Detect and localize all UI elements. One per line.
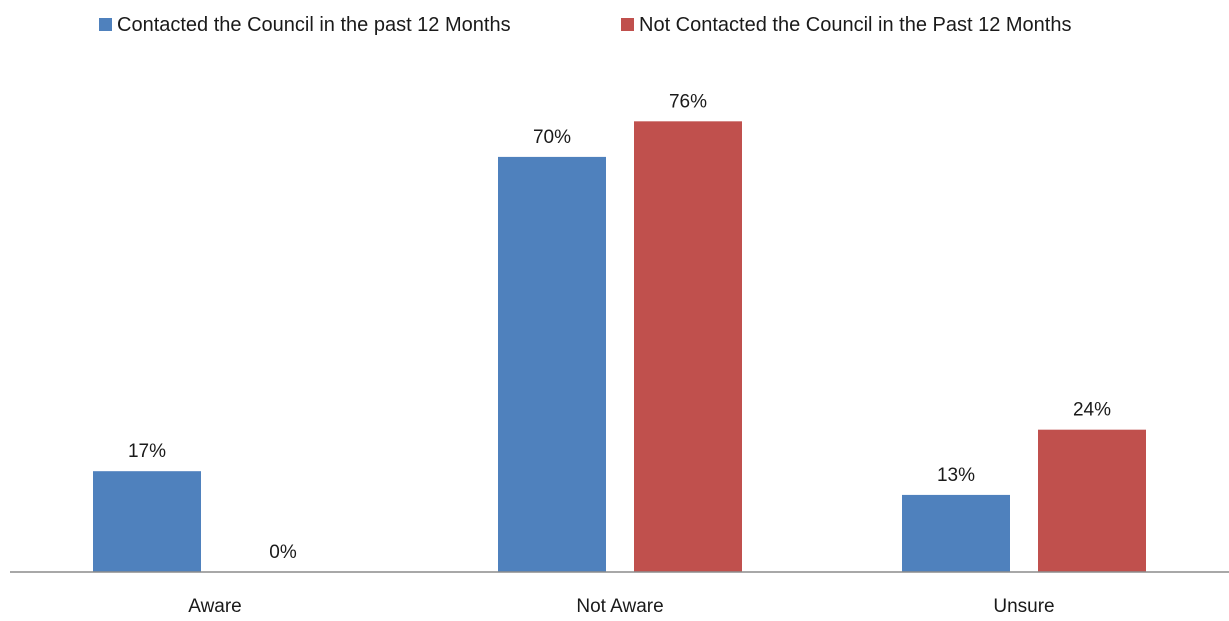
bars [93, 121, 1146, 572]
x-tick-label-not-aware: Not Aware [576, 596, 663, 617]
bar-aware-series-1 [93, 471, 201, 572]
bar-not-aware-series-2 [634, 121, 742, 572]
data-label: 13% [937, 465, 975, 486]
bar-unsure-series-1 [902, 494, 1010, 572]
data-labels: 17% 70% 13% 0% 76% 24% [128, 91, 1111, 563]
data-label: 17% [128, 441, 166, 462]
legend-swatch-series-1 [99, 18, 112, 31]
x-tick-label-unsure: Unsure [993, 596, 1054, 617]
x-tick-label-aware: Aware [188, 596, 242, 617]
data-label: 0% [269, 542, 297, 563]
category-labels: Aware Not Aware Unsure [188, 596, 1054, 617]
legend-swatch-series-2 [621, 18, 634, 31]
bar-not-aware-series-1 [498, 156, 606, 572]
data-label: 76% [669, 91, 707, 112]
data-label: 70% [533, 127, 571, 148]
legend: Contacted the Council in the past 12 Mon… [99, 14, 1071, 36]
data-label: 24% [1073, 400, 1111, 421]
legend-label-series-2: Not Contacted the Council in the Past 12… [639, 14, 1071, 36]
bar-unsure-series-2 [1038, 429, 1146, 572]
legend-label-series-1: Contacted the Council in the past 12 Mon… [117, 14, 511, 36]
